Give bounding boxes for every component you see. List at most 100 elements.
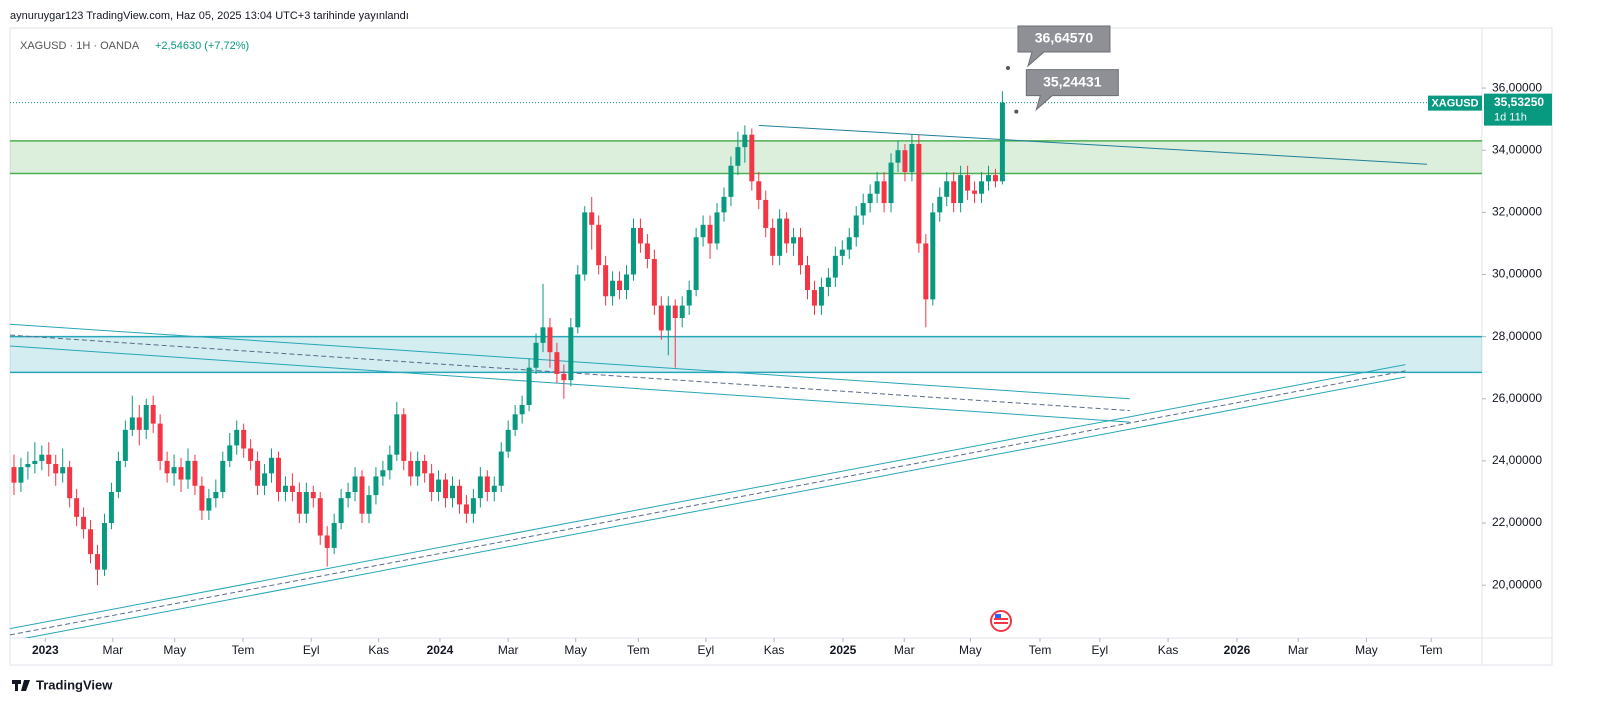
- candle-body: [554, 352, 560, 374]
- candle-body: [338, 498, 344, 524]
- candle-body: [686, 290, 692, 306]
- trend-line: [23, 376, 1406, 638]
- candle-body: [728, 165, 734, 197]
- x-tick-label: Eyl: [303, 643, 320, 657]
- callout-box: [1025, 69, 1119, 112]
- x-tick-label: Mar: [1288, 643, 1309, 657]
- candle-body: [345, 491, 351, 499]
- candle-body: [108, 491, 114, 524]
- candle-body: [484, 476, 490, 492]
- candle-body: [958, 175, 964, 204]
- candle-body: [505, 429, 511, 452]
- flag-icon: [990, 610, 1012, 632]
- candle-body: [498, 451, 504, 486]
- candle-body: [129, 417, 135, 430]
- candle-body: [881, 181, 887, 204]
- candle-body: [150, 404, 156, 424]
- plot: [10, 91, 1482, 638]
- candle-body: [798, 237, 804, 266]
- x-tick-label: Kas: [1158, 643, 1179, 657]
- candle-body: [992, 175, 998, 182]
- candle-body: [651, 258, 657, 306]
- candle-body: [171, 467, 177, 474]
- x-tick-label: May: [959, 643, 982, 657]
- candle-body: [700, 224, 706, 238]
- candle-body: [46, 454, 52, 465]
- y-tick-label: 26,00000: [1492, 391, 1542, 405]
- candle-body: [60, 467, 66, 474]
- y-tick-label: 30,00000: [1492, 267, 1542, 281]
- trend-line: [10, 364, 1406, 630]
- candle-body: [11, 467, 17, 483]
- x-tick-label: May: [163, 643, 186, 657]
- chart-frame: [9, 27, 1553, 666]
- price-tag-name-text: XAGUSD: [1431, 98, 1478, 110]
- candle-body: [255, 460, 261, 486]
- candle-body: [721, 196, 727, 213]
- candle-body: [603, 265, 609, 297]
- candle-body: [53, 464, 59, 474]
- zone: [10, 336, 1482, 373]
- candle-body: [658, 305, 664, 331]
- candle-body: [136, 417, 142, 430]
- candle-body: [394, 414, 400, 455]
- x-tick-label: May: [1355, 643, 1378, 657]
- candle-body: [679, 305, 685, 318]
- trend-line: [10, 370, 1406, 636]
- candle-body: [192, 460, 198, 486]
- tv-logo: [12, 680, 30, 691]
- candle-body: [227, 445, 233, 461]
- candle-body: [916, 144, 922, 244]
- candle-body: [985, 175, 991, 182]
- x-tick-label: Tem: [1420, 643, 1443, 657]
- candle-body: [296, 491, 302, 514]
- candle-body: [359, 476, 365, 514]
- candle-body: [965, 175, 971, 191]
- candle-body: [763, 199, 769, 228]
- candle-body: [770, 227, 776, 256]
- candle-body: [707, 224, 713, 244]
- candle-body: [88, 529, 94, 555]
- candle-body: [18, 467, 24, 483]
- candle-body: [449, 485, 455, 499]
- candle-body: [665, 305, 671, 331]
- candle-body: [839, 249, 845, 256]
- candle-body: [533, 342, 539, 368]
- candle-body: [923, 243, 929, 300]
- candle-body: [275, 457, 281, 492]
- candle-body: [463, 504, 469, 514]
- candle-body: [637, 227, 643, 244]
- candle-body: [874, 181, 880, 194]
- callout-label: 35,24431: [1043, 73, 1102, 89]
- candle-body: [589, 212, 595, 225]
- callout-box: [1017, 25, 1111, 68]
- candle-body: [526, 367, 532, 405]
- candle-body: [547, 327, 553, 353]
- candle-body: [456, 485, 462, 505]
- price-tag: [1484, 93, 1552, 126]
- candle-body: [582, 212, 588, 275]
- y-tick-label: 20,00000: [1492, 577, 1542, 591]
- candle-body: [519, 404, 525, 415]
- candle-body: [610, 280, 616, 297]
- candle-body: [575, 274, 581, 328]
- candle-body: [366, 495, 372, 514]
- candle-body: [644, 243, 650, 259]
- candle-body: [262, 473, 268, 486]
- candle-body: [999, 102, 1005, 182]
- candle-body: [310, 491, 316, 499]
- candle-body: [756, 181, 762, 200]
- candle-body: [25, 464, 31, 468]
- candle-body: [199, 485, 205, 511]
- candle-body: [895, 150, 901, 163]
- candle-body: [791, 237, 797, 244]
- candle-body: [491, 485, 497, 492]
- y-tick-label: 34,00000: [1492, 142, 1542, 156]
- candle-body: [867, 193, 873, 204]
- candle-body: [157, 423, 163, 461]
- candle-body: [742, 134, 748, 148]
- header: aynuruygar123 TradingView.com, Haz 05, 2…: [10, 10, 409, 22]
- candle-body: [811, 290, 817, 306]
- candle-body: [248, 448, 254, 461]
